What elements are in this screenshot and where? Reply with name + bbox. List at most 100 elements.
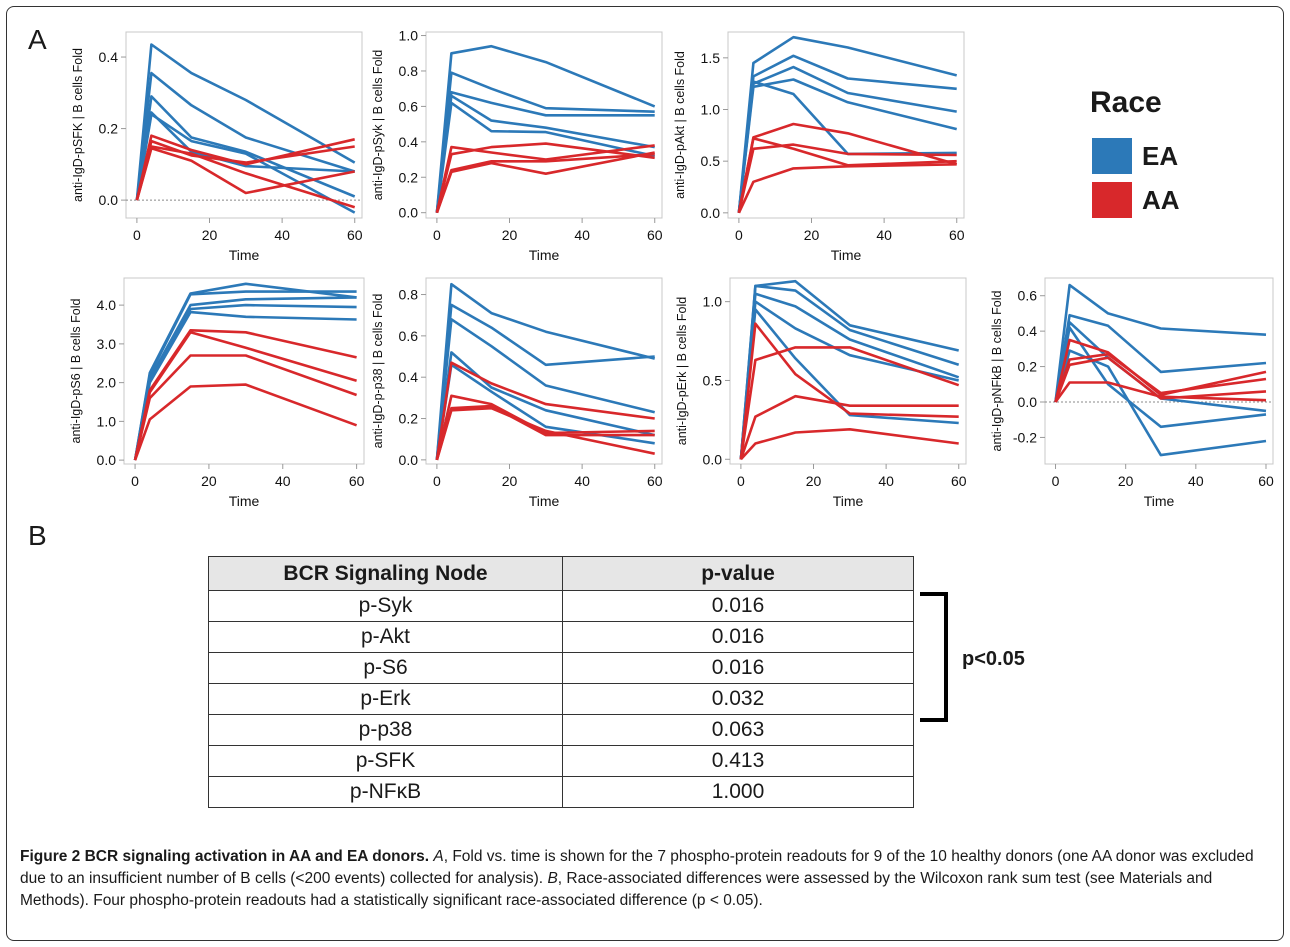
x-axis-label: Time xyxy=(229,493,260,509)
series-line-aa xyxy=(739,322,959,460)
p-value-table: BCR Signaling Node p-value p-Syk 0.016 p-… xyxy=(208,556,914,808)
table-row: p-Akt 0.016 xyxy=(208,621,914,653)
y-tick-label: 0.0 xyxy=(97,452,117,468)
y-tick-label: 0.4 xyxy=(99,49,119,65)
p-value-cell: 1.000 xyxy=(562,776,914,808)
x-tick-label: 60 xyxy=(349,473,365,489)
y-tick-label: 0.6 xyxy=(1018,288,1038,304)
x-tick-label: 20 xyxy=(502,473,518,489)
header-p-value: p-value xyxy=(562,556,914,591)
x-tick-label: 40 xyxy=(275,473,291,489)
y-axis-label: anti-IgD-pSFK | B cells Fold xyxy=(71,48,85,202)
caption-title: Figure 2 BCR signaling activation in AA … xyxy=(20,848,430,865)
legend-entry-aa: AA xyxy=(1092,182,1180,218)
caption-a-label: A xyxy=(433,848,444,865)
x-axis-label: Time xyxy=(831,247,862,263)
series-line-aa xyxy=(133,354,358,461)
series-line-aa xyxy=(1054,356,1267,403)
x-axis-label: Time xyxy=(229,247,260,263)
series-line-aa xyxy=(737,143,957,214)
panel-label-b: B xyxy=(28,520,47,551)
series-line-aa xyxy=(435,406,655,461)
x-tick-label: 20 xyxy=(806,473,822,489)
y-tick-label: 2.0 xyxy=(97,375,117,391)
x-axis-label: Time xyxy=(1144,493,1175,509)
legend-label-ea: EA xyxy=(1142,140,1179,171)
p-value-cell: 0.413 xyxy=(562,745,914,777)
series-line-ea xyxy=(1054,326,1267,429)
x-tick-label: 60 xyxy=(647,227,663,243)
series-line-ea xyxy=(1054,349,1267,457)
table-row: p-Syk 0.016 xyxy=(208,590,914,622)
y-axis-label: anti-IgD-p-p38 | B cells Fold xyxy=(371,294,385,449)
series-line-ea xyxy=(135,111,355,201)
table-row: p-p38 0.063 xyxy=(208,714,914,746)
x-tick-label: 60 xyxy=(949,227,965,243)
plot-area xyxy=(729,277,967,465)
series-line-aa xyxy=(737,163,957,214)
series-line-aa xyxy=(435,142,655,214)
table-row: p-SFK 0.413 xyxy=(208,745,914,777)
y-tick-label: 3.0 xyxy=(97,336,117,352)
figure-frame xyxy=(6,6,1284,941)
x-tick-label: 20 xyxy=(202,227,218,243)
y-tick-label: 0.0 xyxy=(701,205,721,221)
node-cell: p-SFK xyxy=(208,745,563,777)
series-line-aa xyxy=(435,151,655,214)
p-value-cell: 0.016 xyxy=(562,621,914,653)
p-value-cell: 0.016 xyxy=(562,652,914,684)
node-cell: p-NFκB xyxy=(208,776,563,808)
y-tick-label: 0.6 xyxy=(399,98,419,114)
x-tick-label: 20 xyxy=(804,227,820,243)
table-row: p-NFκB 1.000 xyxy=(208,776,914,808)
y-tick-label: 0.0 xyxy=(1018,394,1038,410)
series-line-ea xyxy=(435,101,655,213)
y-tick-label: 0.6 xyxy=(399,328,419,344)
x-tick-label: 0 xyxy=(433,227,441,243)
table-row: p-Erk 0.032 xyxy=(208,683,914,715)
x-tick-label: 40 xyxy=(574,473,590,489)
significance-bracket xyxy=(920,592,948,722)
series-line-ea xyxy=(435,71,655,213)
y-tick-label: 0.2 xyxy=(99,121,119,137)
y-axis-label: anti-IgD-pSyk | B cells Fold xyxy=(371,50,385,201)
y-tick-label: 0.4 xyxy=(399,134,419,150)
x-axis-label: Time xyxy=(529,493,560,509)
y-tick-label: 0.0 xyxy=(399,452,419,468)
y-tick-label: 0.4 xyxy=(1018,323,1038,339)
legend-label-aa: AA xyxy=(1142,184,1180,215)
y-tick-label: 0.0 xyxy=(399,205,419,221)
series-line-aa xyxy=(737,137,957,214)
x-tick-label: 40 xyxy=(876,227,892,243)
series-line-aa xyxy=(739,394,959,460)
y-tick-label: 0.0 xyxy=(703,451,723,467)
x-tick-label: 60 xyxy=(347,227,363,243)
node-cell: p-p38 xyxy=(208,714,563,746)
y-tick-label: 0.5 xyxy=(703,372,723,388)
series-line-aa xyxy=(435,394,655,461)
figure-caption: Figure 2 BCR signaling activation in AA … xyxy=(20,846,1270,912)
series-line-ea xyxy=(135,71,356,201)
x-tick-label: 60 xyxy=(647,473,663,489)
series-line-aa xyxy=(435,361,655,461)
y-tick-label: 4.0 xyxy=(97,297,117,313)
x-tick-label: 0 xyxy=(735,227,743,243)
y-tick-label: -0.2 xyxy=(1013,429,1037,445)
legend-swatch-ea xyxy=(1092,138,1132,174)
x-tick-label: 0 xyxy=(737,473,745,489)
y-tick-label: 0.4 xyxy=(399,369,419,385)
x-tick-label: 0 xyxy=(433,473,441,489)
x-tick-label: 20 xyxy=(1118,473,1134,489)
caption-b-text: , Race-associated differences were asses… xyxy=(20,870,1213,909)
x-tick-label: 20 xyxy=(502,227,518,243)
node-cell: p-Erk xyxy=(208,683,563,715)
plot-area xyxy=(727,31,965,219)
series-line-aa xyxy=(739,427,959,461)
y-tick-label: 0.2 xyxy=(1018,359,1038,375)
x-tick-label: 0 xyxy=(131,473,139,489)
y-tick-label: 1.0 xyxy=(703,294,723,310)
series-line-aa xyxy=(739,346,960,460)
x-axis-label: Time xyxy=(833,493,864,509)
significance-label: p<0.05 xyxy=(962,648,1025,670)
y-axis-label: anti-IgD-pS6 | B cells Fold xyxy=(69,298,83,443)
